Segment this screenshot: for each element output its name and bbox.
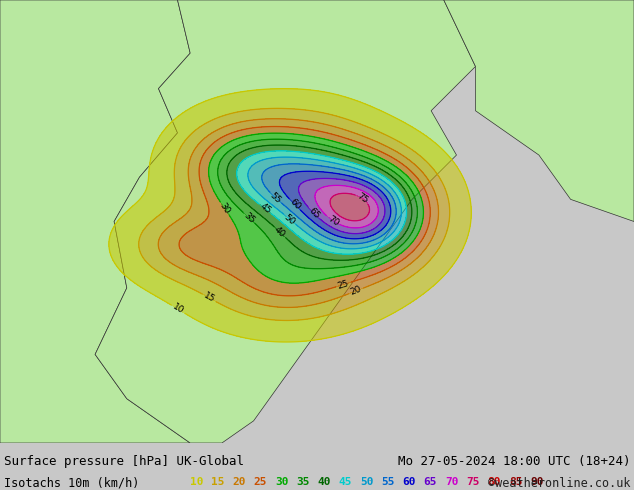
Text: 55: 55 xyxy=(268,191,283,205)
Text: 75: 75 xyxy=(466,477,480,487)
Text: 65: 65 xyxy=(307,206,321,220)
Text: 20: 20 xyxy=(233,477,246,487)
Text: 15: 15 xyxy=(202,291,216,304)
Text: 75: 75 xyxy=(355,192,370,205)
Text: 30: 30 xyxy=(218,201,231,216)
Text: Mo 27-05-2024 18:00 UTC (18+24): Mo 27-05-2024 18:00 UTC (18+24) xyxy=(398,455,630,468)
Text: 30: 30 xyxy=(275,477,288,487)
Text: 60: 60 xyxy=(287,197,302,212)
Text: 10: 10 xyxy=(190,477,204,487)
Text: 35: 35 xyxy=(296,477,310,487)
Text: 70: 70 xyxy=(326,214,340,228)
Text: 45: 45 xyxy=(339,477,353,487)
Text: 90: 90 xyxy=(530,477,543,487)
Text: 70: 70 xyxy=(445,477,458,487)
Text: 25: 25 xyxy=(337,278,350,291)
Text: 85: 85 xyxy=(508,477,522,487)
Text: Isotachs 10m (km/h): Isotachs 10m (km/h) xyxy=(4,477,139,490)
Text: 20: 20 xyxy=(349,285,363,297)
Text: 55: 55 xyxy=(381,477,395,487)
Text: 10: 10 xyxy=(171,302,185,316)
Text: 50: 50 xyxy=(283,212,297,226)
Text: Surface pressure [hPa] UK-Global: Surface pressure [hPa] UK-Global xyxy=(4,455,244,468)
Text: 65: 65 xyxy=(424,477,437,487)
Text: 45: 45 xyxy=(258,202,273,216)
Text: ©weatheronline.co.uk: ©weatheronline.co.uk xyxy=(488,477,630,490)
Text: 50: 50 xyxy=(360,477,373,487)
Text: 15: 15 xyxy=(211,477,224,487)
Text: 60: 60 xyxy=(403,477,416,487)
Text: 40: 40 xyxy=(318,477,331,487)
Text: 25: 25 xyxy=(254,477,268,487)
Text: 80: 80 xyxy=(488,477,501,487)
Text: 40: 40 xyxy=(273,225,287,239)
Text: 35: 35 xyxy=(242,211,256,225)
